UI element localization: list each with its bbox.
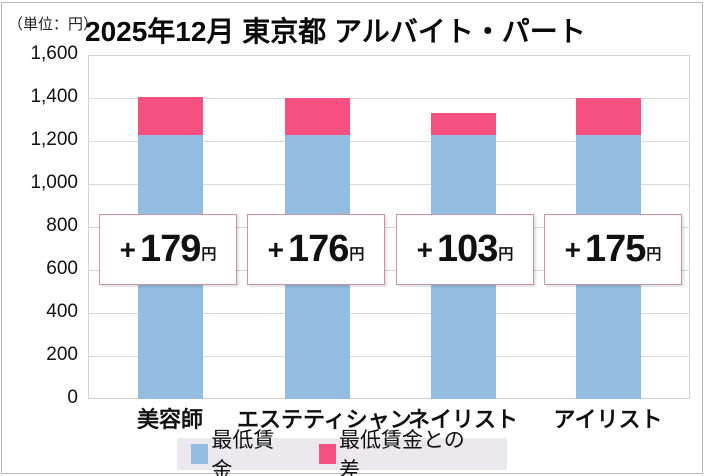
- gridline: [88, 270, 690, 271]
- legend-swatch-minimum-wage: [191, 444, 209, 464]
- difference-callout: +103 円: [396, 214, 534, 285]
- callout-value: 176: [287, 228, 349, 270]
- callout-plus: +: [416, 233, 433, 265]
- legend-item-difference: 最低賃金との差: [318, 424, 481, 476]
- bar-segment-difference: [431, 113, 496, 136]
- callout-plus: +: [564, 233, 581, 265]
- x-axis-label: 美容師: [136, 407, 203, 432]
- callout-plus: +: [119, 233, 136, 265]
- x-axis-label: アイリスト: [553, 407, 663, 432]
- y-tick-label: 800: [46, 215, 78, 236]
- difference-callout: +175 円: [544, 214, 682, 285]
- difference-callout: +179 円: [99, 214, 237, 285]
- gridline: [88, 98, 690, 99]
- y-tick-label: 400: [46, 301, 78, 322]
- legend: 最低賃金 最低賃金との差: [177, 429, 507, 476]
- gridline: [88, 184, 690, 185]
- y-tick-label: 200: [46, 344, 78, 365]
- y-tick-label: 1,200: [30, 129, 78, 150]
- callout-unit: 円: [201, 246, 217, 263]
- bar-segment-difference: [285, 97, 350, 136]
- chart-title: 2025年12月 東京都 アルバイト・パート: [85, 16, 586, 47]
- callout-unit: 円: [646, 246, 662, 263]
- gridline: [88, 227, 690, 228]
- callout-plus: +: [267, 233, 284, 265]
- legend-label: 最低賃金との差: [339, 429, 465, 476]
- callout-value: 175: [584, 228, 646, 270]
- legend-item-minimum-wage: 最低賃金: [191, 424, 293, 476]
- x-axis-label: エステティシャン: [237, 407, 412, 432]
- callout-value: 103: [436, 228, 498, 270]
- callout-unit: 円: [498, 246, 514, 263]
- gridline: [88, 313, 690, 314]
- y-tick-label: 0: [67, 387, 78, 408]
- callout-value: 179: [139, 228, 201, 270]
- gridline: [88, 356, 690, 357]
- y-tick-label: 1,600: [30, 43, 78, 64]
- bar-segment-difference: [138, 96, 203, 136]
- y-tick-label: 1,400: [30, 86, 78, 107]
- callout-unit: 円: [349, 246, 365, 263]
- difference-callout: +176 円: [247, 214, 385, 285]
- x-axis-label: ネイリスト: [407, 407, 518, 432]
- legend-label: 最低賃金: [211, 429, 275, 476]
- legend-swatch-difference: [318, 444, 337, 464]
- y-tick-label: 1,000: [30, 172, 78, 193]
- gridline: [88, 141, 690, 142]
- unit-label: （単位：円）: [8, 16, 99, 33]
- bar-segment-difference: [576, 97, 641, 136]
- y-tick-label: 600: [46, 258, 78, 279]
